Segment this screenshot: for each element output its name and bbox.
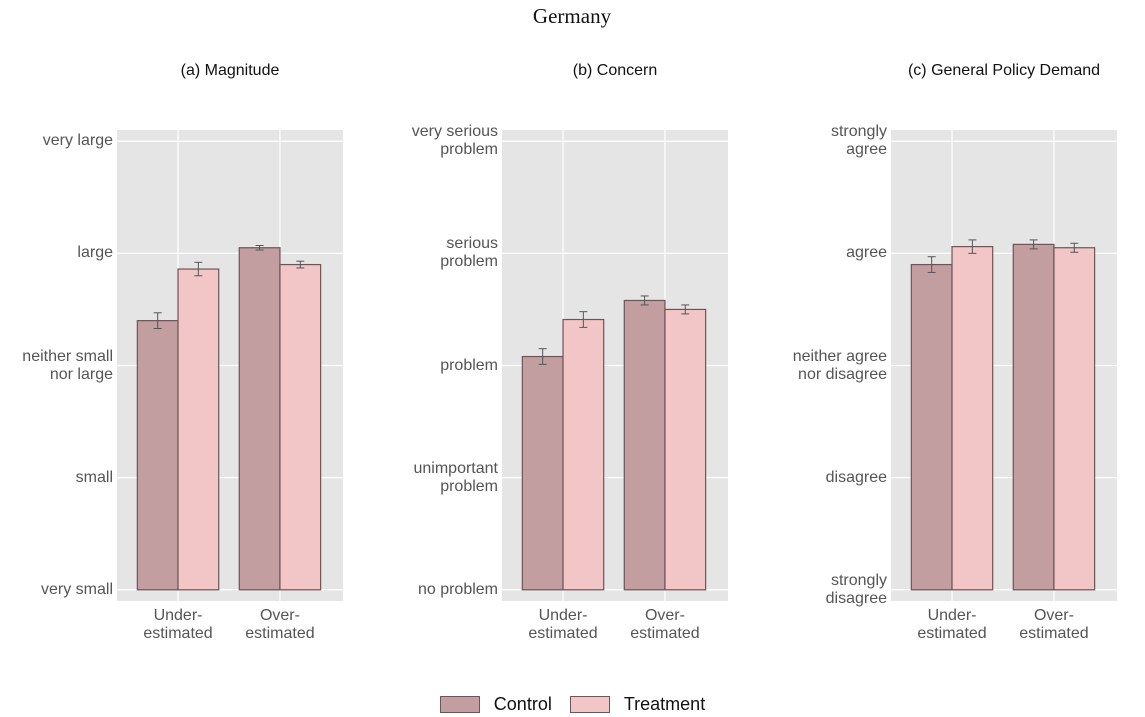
x-tick-label: Over- estimated: [630, 607, 700, 642]
bar: [664, 308, 707, 591]
error-bar: [579, 311, 588, 328]
y-tick-label: unimportant problem: [413, 459, 499, 495]
y-tick-label: disagree: [825, 468, 887, 486]
bar: [623, 299, 666, 591]
error-bar: [296, 260, 305, 269]
subplot-title: (a) Magnitude: [180, 62, 280, 79]
error-bar: [1029, 239, 1038, 250]
legend-item: Treatment: [569, 694, 706, 715]
legend-label: Treatment: [623, 694, 706, 714]
error-bar: [681, 304, 690, 315]
y-tick-label: strongly disagree: [825, 571, 887, 607]
legend-label: Control: [493, 694, 552, 714]
y-tick-label: very small: [40, 580, 113, 598]
error-bar: [255, 245, 264, 251]
error-bar: [968, 239, 977, 254]
y-tick-label: very serious problem: [411, 123, 498, 159]
error-bar: [153, 312, 162, 329]
error-bar: [194, 261, 203, 277]
y-tick-label: small: [75, 468, 113, 486]
y-tick-label: problem: [440, 356, 498, 374]
bar: [177, 268, 220, 591]
bar: [1053, 247, 1096, 591]
y-tick-label: agree: [846, 244, 887, 262]
y-tick-label: neither small nor large: [22, 347, 113, 383]
y-tick-label: neither agree nor disagree: [792, 347, 887, 383]
bar: [562, 318, 605, 591]
y-tick-label: large: [77, 244, 113, 262]
bar: [521, 355, 564, 591]
error-bar: [538, 348, 547, 365]
error-bar: [640, 295, 649, 306]
figure-title: Germany: [532, 4, 612, 28]
error-bar: [927, 256, 936, 273]
x-tick-label: Over- estimated: [245, 607, 315, 642]
subplot-title: (c) General Policy Demand: [907, 62, 1101, 79]
legend-swatch: [439, 696, 480, 713]
bar: [279, 263, 322, 591]
y-tick-label: very large: [42, 132, 113, 150]
subplot-title: (b) Concern: [572, 62, 658, 79]
y-tick-label: serious problem: [440, 235, 498, 271]
x-tick-label: Under- estimated: [143, 607, 213, 642]
x-tick-label: Under- estimated: [917, 607, 987, 642]
bar: [951, 246, 994, 591]
y-tick-label: strongly agree: [830, 123, 887, 159]
legend-item: Control: [439, 694, 552, 715]
bar: [1012, 243, 1055, 591]
error-bar: [1070, 242, 1079, 253]
bar: [238, 247, 281, 591]
bar: [910, 263, 953, 591]
legend: Control Treatment: [0, 694, 1145, 715]
bar: [136, 320, 179, 591]
y-tick-label: no problem: [417, 580, 498, 598]
legend-swatch: [569, 696, 610, 713]
x-tick-label: Under- estimated: [528, 607, 598, 642]
x-tick-label: Over- estimated: [1019, 607, 1089, 642]
